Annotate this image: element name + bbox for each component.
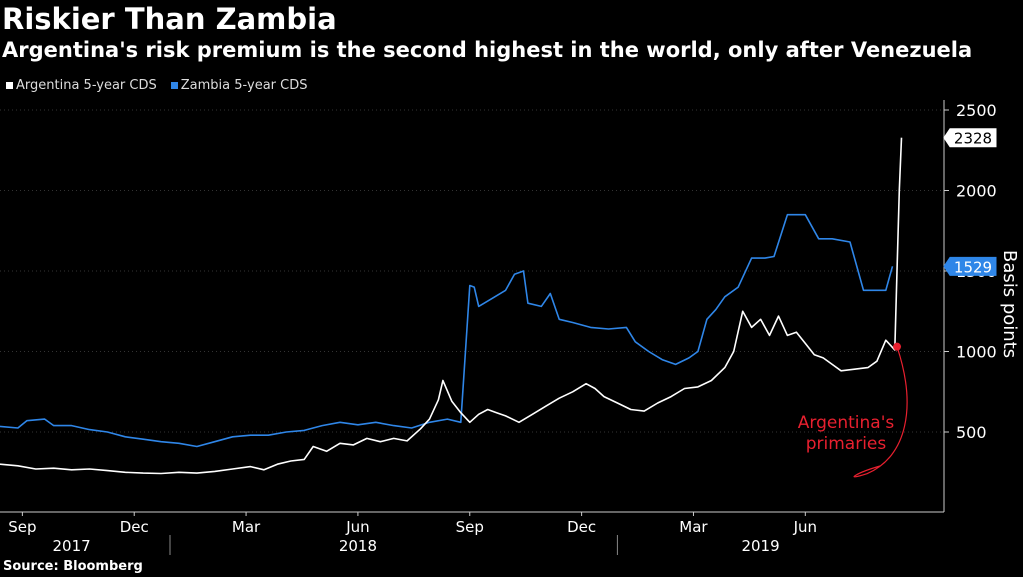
x-tick-label-7: Jun (793, 518, 817, 536)
annotation-label-1: primaries (806, 434, 887, 454)
value-tag-label-zambia: 1529 (954, 258, 992, 276)
value-tag-label-argentina: 2328 (954, 130, 992, 148)
x-tick-label-3: Jun (345, 518, 369, 536)
legend-swatch-zambia (170, 82, 178, 89)
series-line-zambia (0, 213, 894, 448)
year-label-2018: 2018 (339, 537, 377, 555)
x-tick-label-2: Mar (232, 518, 261, 536)
y-tick-label-1000: 1000 (956, 343, 997, 362)
year-label-2019: 2019 (741, 537, 779, 555)
annotation-marker (893, 342, 902, 351)
y-tick-label-500: 500 (956, 423, 987, 442)
x-tick-label-1: Dec (120, 518, 149, 536)
x-tick-label-6: Mar (679, 518, 708, 536)
year-label-2017: 2017 (52, 537, 90, 555)
x-tick-label-4: Sep (456, 518, 484, 536)
x-tick-label-5: Dec (567, 518, 596, 536)
y-tick-label-2500: 2500 (956, 101, 997, 120)
y-axis-title: Basis points (999, 250, 1020, 358)
chart-subtitle: Argentina's risk premium is the second h… (2, 38, 973, 62)
source-note: Source: Bloomberg (3, 559, 143, 574)
legend-item-argentina: Argentina 5-year CDS (6, 78, 157, 93)
annotation-connector (853, 346, 908, 478)
legend-label-argentina: Argentina 5-year CDS (16, 78, 157, 93)
chart-title: Riskier Than Zambia (2, 2, 337, 36)
legend-swatch-argentina (6, 82, 13, 89)
series-line-argentina (0, 137, 903, 475)
annotation-label-0: Argentina's (798, 413, 895, 433)
value-tag-zambia (943, 256, 997, 276)
y-tick-label-2000: 2000 (956, 182, 997, 201)
legend-label-zambia: Zambia 5-year CDS (180, 78, 308, 93)
legend: Argentina 5-year CDS Zambia 5-year CDS (6, 78, 307, 93)
legend-item-zambia: Zambia 5-year CDS (170, 78, 308, 93)
x-tick-label-0: Sep (8, 518, 36, 536)
value-tag-argentina (943, 128, 997, 148)
